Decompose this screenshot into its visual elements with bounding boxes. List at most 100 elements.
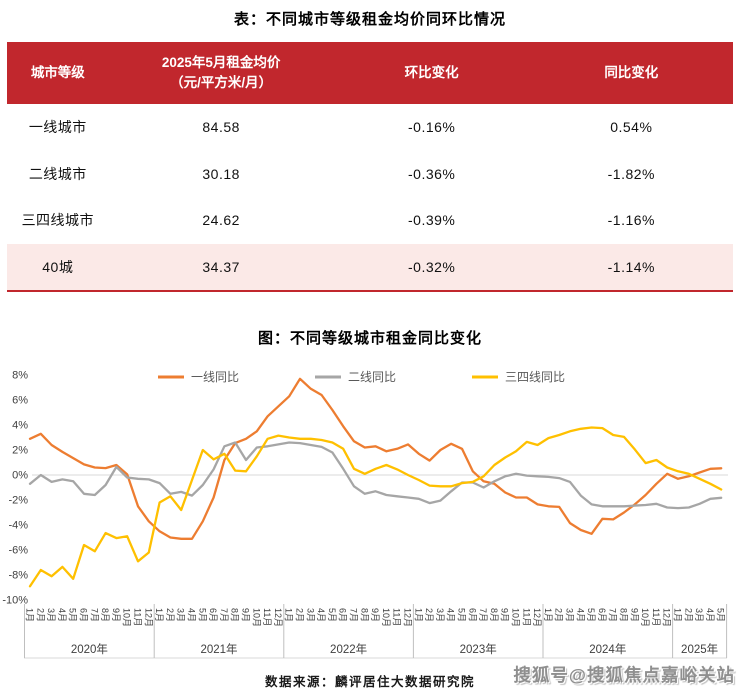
month-tick-label: 11月 bbox=[392, 608, 402, 626]
table-cell-r1-c3: -1.82% bbox=[607, 165, 655, 182]
y-axis-tick-label: 6% bbox=[12, 395, 28, 407]
year-label: 2024年 bbox=[589, 642, 626, 656]
month-tick-label: 4月 bbox=[187, 608, 197, 622]
table-cell-r3-c2: -0.32% bbox=[408, 258, 456, 275]
month-tick-label: 8月 bbox=[359, 608, 369, 622]
month-tick-label: 1月 bbox=[25, 608, 35, 622]
header-label: 城市等级 bbox=[30, 65, 85, 81]
y-axis-tick-label: -6% bbox=[8, 545, 28, 557]
table-cell-r0-c3: 0.54% bbox=[610, 119, 653, 136]
month-tick-label: 8月 bbox=[619, 608, 629, 622]
year-label: 2020年 bbox=[71, 642, 108, 656]
y-axis-tick-label: 8% bbox=[12, 370, 28, 382]
legend-label-tier2: 二线同比 bbox=[348, 370, 396, 384]
month-tick-label: 4月 bbox=[705, 608, 715, 622]
y-axis-tick-label: 4% bbox=[12, 420, 28, 432]
table-cell-r2-c1: 24.62 bbox=[202, 212, 240, 229]
month-tick-label: 3月 bbox=[46, 608, 56, 622]
table-cell-r2-c2: -0.39% bbox=[408, 212, 456, 229]
month-tick-label: 7月 bbox=[219, 608, 229, 622]
month-tick-label: 3月 bbox=[305, 608, 315, 622]
month-tick-label: 6月 bbox=[467, 608, 477, 622]
table-row-0: 一线城市 84.58 -0.16% 0.54% bbox=[7, 104, 733, 151]
watermark-text: 搜狐号@搜狐焦点嘉峪关站 bbox=[513, 665, 735, 685]
month-tick-label: 12月 bbox=[273, 608, 283, 627]
month-tick-label: 12月 bbox=[403, 608, 413, 627]
month-tick-label: 7月 bbox=[89, 608, 99, 622]
table-cell-r2-c3: -1.16% bbox=[607, 212, 655, 229]
month-tick-label: 7月 bbox=[478, 608, 488, 622]
month-tick-label: 7月 bbox=[349, 608, 359, 622]
table-cell-r3-c0: 40城 bbox=[42, 258, 74, 275]
chart-svg: 8%6%4%2%0%-2%-4%-6%-8%-10%1月 2月 3月 4月 5月 6月 7月… bbox=[2, 370, 728, 659]
table-header-cell-3: 同比变化 bbox=[530, 42, 733, 104]
y-axis-tick-label: -2% bbox=[8, 495, 28, 507]
month-tick-label: 1月 bbox=[413, 608, 423, 622]
month-tick-label: 12月 bbox=[662, 608, 672, 627]
table-cell-r3-c3: -1.14% bbox=[607, 258, 655, 275]
year-label: 2021年 bbox=[200, 642, 237, 656]
month-tick-label: 8月 bbox=[489, 608, 499, 622]
table-cell-r1-c0: 二线城市 bbox=[28, 165, 87, 182]
month-tick-label: 9月 bbox=[370, 608, 380, 622]
month-tick-label: 1月 bbox=[284, 608, 294, 622]
month-tick-label: 8月 bbox=[100, 608, 110, 622]
header-label: 环比变化 bbox=[404, 65, 459, 81]
y-axis-tick-label: 2% bbox=[12, 445, 28, 457]
month-tick-label: 5月 bbox=[197, 608, 207, 622]
table-header-cell-1: 2025年5月租金均价 （元/平方米/月） bbox=[109, 42, 334, 104]
month-tick-label: 2月 bbox=[35, 608, 45, 622]
year-label: 2025年 bbox=[681, 642, 718, 656]
month-tick-label: 11月 bbox=[262, 608, 272, 626]
month-tick-label: 10月 bbox=[640, 608, 650, 627]
month-tick-label: 2月 bbox=[554, 608, 564, 622]
y-axis-tick-label: 0% bbox=[12, 470, 28, 482]
month-tick-label: 4月 bbox=[316, 608, 326, 622]
table-row-3: 40城 34.37 -0.32% -1.14% bbox=[7, 243, 733, 292]
month-tick-label: 6月 bbox=[597, 608, 607, 622]
series-line-tier34 bbox=[28, 426, 723, 588]
month-tick-label: 11月 bbox=[133, 608, 143, 626]
chart-title: 图：不同等级城市租金同比变化 bbox=[257, 330, 482, 347]
series-line-tier1 bbox=[28, 377, 723, 540]
table-row-1: 二线城市 30.18 -0.36% -1.82% bbox=[7, 151, 733, 198]
month-tick-label: 3月 bbox=[694, 608, 704, 622]
table-title: 表：不同城市等级租金均价同环比情况 bbox=[233, 11, 506, 28]
year-label: 2023年 bbox=[460, 642, 497, 656]
month-tick-label: 9月 bbox=[111, 608, 121, 622]
month-tick-label: 5月 bbox=[716, 608, 726, 622]
table-cell-r0-c0: 一线城市 bbox=[28, 119, 87, 136]
header-label: 同比变化 bbox=[604, 65, 659, 81]
rent-table: 城市等级 2025年5月租金均价 （元/平方米/月） 环比变化 同比变化 一线城市 84.5… bbox=[7, 42, 733, 292]
month-tick-label: 1月 bbox=[543, 608, 553, 622]
header-label: 2025年5月租金均价 bbox=[161, 55, 281, 71]
month-tick-label: 6月 bbox=[338, 608, 348, 622]
table-header-cell-2: 环比变化 bbox=[334, 42, 530, 104]
table-cell-r0-c2: -0.16% bbox=[408, 119, 456, 136]
month-tick-label: 10月 bbox=[251, 608, 261, 627]
month-tick-label: 5月 bbox=[327, 608, 337, 622]
month-tick-label: 4月 bbox=[575, 608, 585, 622]
table-cell-r1-c2: -0.36% bbox=[408, 165, 456, 182]
month-tick-label: 2月 bbox=[683, 608, 693, 622]
month-tick-label: 5月 bbox=[586, 608, 596, 622]
month-tick-label: 11月 bbox=[521, 608, 531, 626]
table-row-2: 三四线城市 24.62 -0.39% -1.16% bbox=[7, 197, 733, 244]
month-tick-label: 9月 bbox=[500, 608, 510, 622]
month-tick-label: 2月 bbox=[165, 608, 175, 622]
month-tick-label: 2月 bbox=[295, 608, 305, 622]
header-sublabel: （元/平方米/月） bbox=[170, 75, 273, 90]
table-cell-r2-c0: 三四线城市 bbox=[21, 212, 95, 229]
year-label: 2022年 bbox=[330, 642, 367, 656]
month-tick-label: 9月 bbox=[629, 608, 639, 622]
legend-label-tier34: 三四线同比 bbox=[505, 370, 565, 384]
month-tick-label: 7月 bbox=[608, 608, 618, 622]
y-axis-tick-label: -10% bbox=[2, 595, 28, 607]
month-tick-label: 6月 bbox=[208, 608, 218, 622]
month-tick-label: 9月 bbox=[241, 608, 251, 622]
month-tick-label: 3月 bbox=[435, 608, 445, 622]
month-tick-label: 10月 bbox=[381, 608, 391, 627]
month-tick-label: 12月 bbox=[532, 608, 542, 627]
table-header-cell-0: 城市等级 bbox=[7, 42, 109, 104]
